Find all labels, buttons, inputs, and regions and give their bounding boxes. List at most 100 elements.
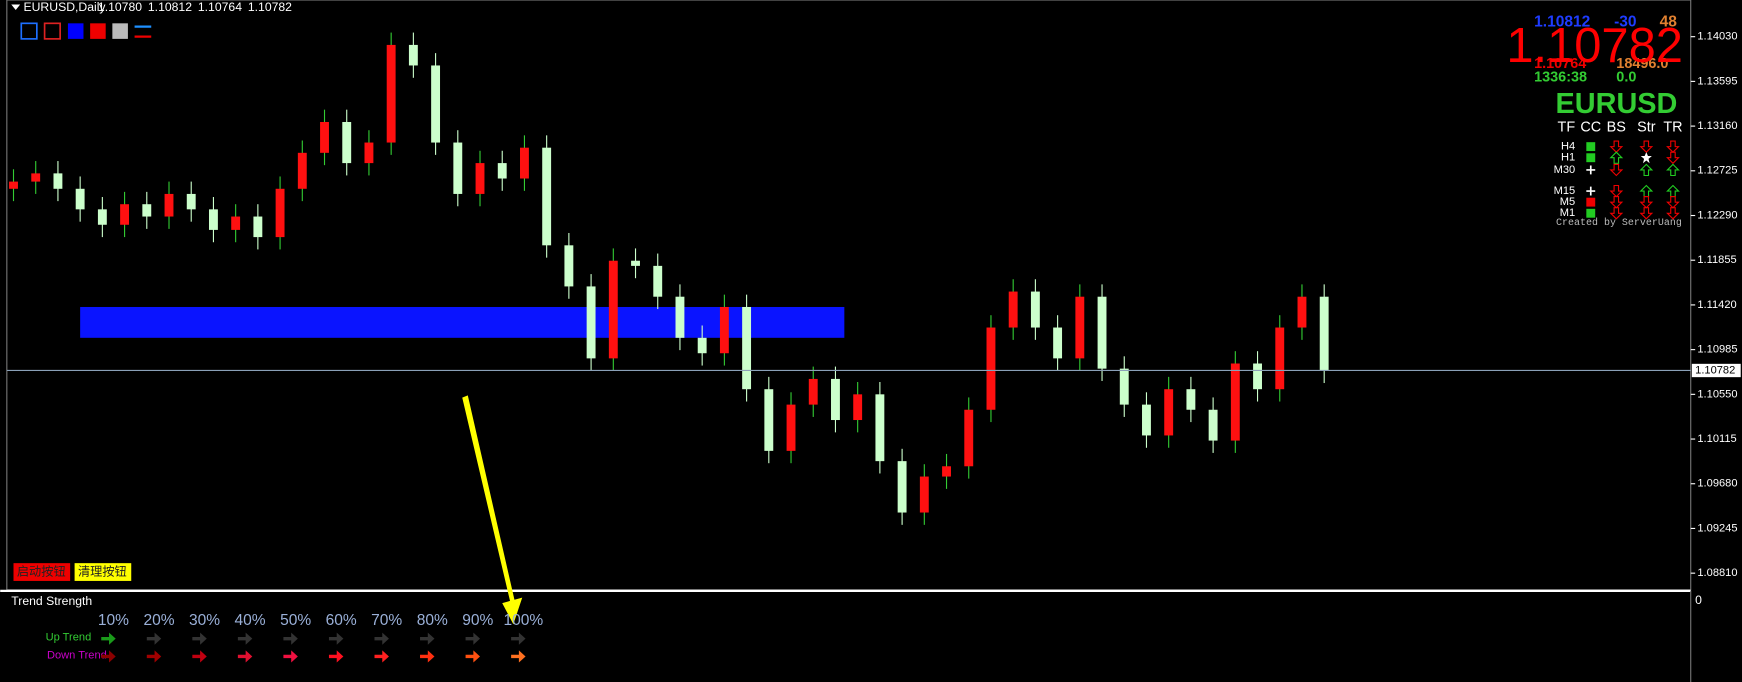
timeframe-label: M15 xyxy=(1554,185,1576,197)
tool-button[interactable] xyxy=(43,22,61,40)
candle-body xyxy=(1208,409,1218,441)
big-price: 1.10782 xyxy=(1506,19,1683,73)
signal-arrow-up xyxy=(1609,151,1624,164)
start-button-label[interactable]: 启动按钮 xyxy=(17,563,66,578)
plot xyxy=(6,32,1691,525)
signal-square xyxy=(1586,153,1596,163)
candle-body xyxy=(1119,368,1129,405)
y-tick-label: 1.12290 xyxy=(1697,209,1737,221)
tool-button[interactable] xyxy=(112,23,128,39)
menu-triangle[interactable] xyxy=(11,4,21,10)
y-tick-label: 1.14030 xyxy=(1697,31,1737,43)
column-header: BS xyxy=(1607,120,1626,136)
signal-square xyxy=(1586,142,1596,152)
panel-symbol: EURUSD xyxy=(1556,88,1678,120)
candle-body xyxy=(75,188,85,210)
symbol-label: EURUSD,Daily xyxy=(23,0,106,14)
clear-button[interactable] xyxy=(74,563,132,581)
tool-button[interactable] xyxy=(20,22,38,40)
toolbar xyxy=(20,22,152,40)
signal-arrow-down xyxy=(1666,196,1680,209)
column-header: TR xyxy=(1663,120,1682,136)
candle-body xyxy=(1253,363,1262,390)
candle-body xyxy=(453,142,463,194)
candle-body xyxy=(742,306,752,390)
timeframe-label: M5 xyxy=(1560,196,1575,208)
trend-grid: 10% 20% 30% 40% 50% 60% 70% 80% 90% 100% xyxy=(98,612,543,663)
candle-body xyxy=(320,121,329,153)
y-tick-label: 1.10550 xyxy=(1697,388,1737,400)
up-trend-arrow xyxy=(511,632,526,645)
timeframe-label: H4 xyxy=(1561,141,1575,153)
timeframe-label: H1 xyxy=(1561,152,1575,164)
level-label: 10% xyxy=(98,612,129,629)
up-trend-label: Up Trend xyxy=(46,632,92,644)
signal-arrow-down xyxy=(1609,163,1624,177)
volume: 18496.0 xyxy=(1616,56,1668,72)
candle-body xyxy=(1008,291,1018,328)
candle-body xyxy=(786,404,796,451)
candle-body xyxy=(964,409,974,467)
signal-square xyxy=(1586,208,1596,218)
annotation-arrow xyxy=(462,395,523,625)
level-label: 70% xyxy=(371,612,402,629)
signal-arrow-down xyxy=(1609,140,1624,153)
signal-arrow-up xyxy=(1666,184,1680,198)
tool-button[interactable] xyxy=(67,23,84,39)
y-tick-label: 1.08810 xyxy=(1697,567,1737,579)
count: 48 xyxy=(1660,13,1678,30)
up-trend-arrow xyxy=(101,632,116,645)
signal-arrow-up xyxy=(1639,184,1654,198)
candle-body xyxy=(764,389,774,451)
level-label: 30% xyxy=(189,612,220,629)
candle-body xyxy=(853,394,863,421)
clear-button-label[interactable]: 清理按钮 xyxy=(78,563,127,578)
candle-body xyxy=(253,216,263,238)
candle-body xyxy=(364,142,374,164)
candle-body xyxy=(231,216,241,230)
candle-body xyxy=(831,378,840,421)
candle-body xyxy=(186,193,196,210)
candle-body xyxy=(1319,296,1329,371)
y-tick-label: 1.12725 xyxy=(1697,165,1737,177)
candle-body xyxy=(586,286,596,359)
candle-body xyxy=(808,378,818,405)
signal-arrow-down xyxy=(1609,207,1624,220)
down-trend-arrow xyxy=(192,650,207,663)
candle-body xyxy=(342,121,352,164)
candle-body xyxy=(386,44,396,143)
candle-body xyxy=(875,394,885,462)
timeframe-label: M30 xyxy=(1554,164,1576,176)
up-trend-arrow xyxy=(328,632,344,645)
signal-arrow-up xyxy=(1666,163,1680,177)
level-label: 20% xyxy=(143,612,174,629)
tool-button[interactable] xyxy=(90,23,106,39)
candle-body xyxy=(497,163,507,179)
candle-body xyxy=(164,193,174,217)
candle-body xyxy=(631,260,640,266)
signal-arrow-down xyxy=(1639,196,1654,209)
start-button[interactable] xyxy=(13,563,71,581)
up-trend-arrow xyxy=(237,632,253,645)
spread: -30 xyxy=(1614,13,1637,30)
candle-body xyxy=(1053,327,1063,359)
down-trend-arrow xyxy=(374,650,389,663)
signal-arrow-down xyxy=(1609,196,1624,209)
up-trend-arrow xyxy=(283,632,298,645)
signal-arrow-down xyxy=(1639,207,1654,220)
ohlc-value: 1.10764 xyxy=(198,0,242,14)
candle-body xyxy=(97,209,107,225)
level-label: 40% xyxy=(235,612,266,629)
down-trend-label: Down Trend xyxy=(47,649,107,661)
change: 0.0 xyxy=(1616,70,1636,86)
level-label: 60% xyxy=(326,612,357,629)
y-tick-label: 1.11855 xyxy=(1697,254,1736,266)
candle-body xyxy=(564,245,574,287)
candle-body xyxy=(1275,327,1285,390)
level-label: 90% xyxy=(462,612,493,629)
down-trend-arrow xyxy=(511,650,526,663)
up-trend-arrow xyxy=(465,632,481,645)
